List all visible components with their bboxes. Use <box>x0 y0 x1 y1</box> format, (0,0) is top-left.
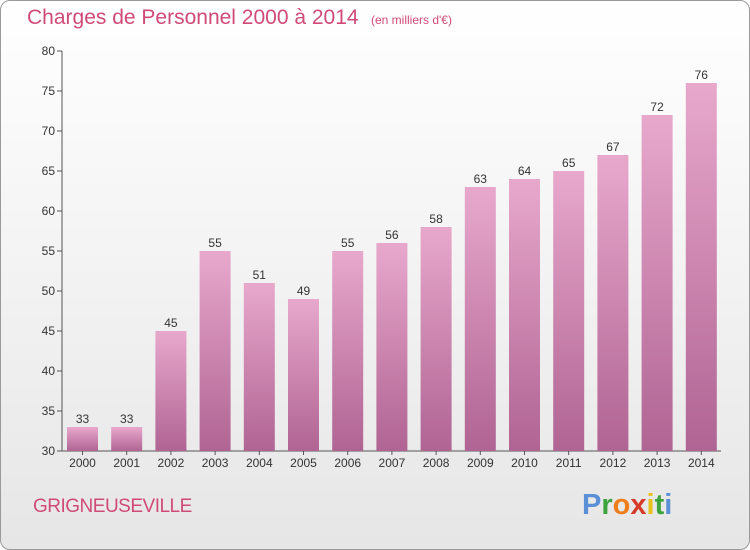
y-tick-label: 50 <box>42 284 56 298</box>
value-label: 76 <box>695 68 709 82</box>
x-tick-label: 2011 <box>556 456 582 470</box>
value-label: 64 <box>518 164 532 178</box>
x-tick-label: 2005 <box>290 456 317 470</box>
bar-2004 <box>243 283 275 451</box>
bar-2002 <box>155 331 187 451</box>
value-label: 33 <box>120 412 134 426</box>
y-tick-label: 40 <box>42 364 56 378</box>
value-label: 33 <box>76 412 90 426</box>
chart-subtitle: (en milliers d'€) <box>371 13 452 27</box>
bars <box>67 83 717 451</box>
bar-2008 <box>420 227 452 451</box>
bar-2012 <box>597 155 629 451</box>
bar-2003 <box>199 251 231 451</box>
bar-2014 <box>685 83 717 451</box>
proxiti-logo: Proxiti <box>582 489 673 521</box>
x-tick-label: 2012 <box>600 456 627 470</box>
bar-2009 <box>464 187 496 451</box>
x-tick-label: 2008 <box>423 456 450 470</box>
y-tick-label: 60 <box>42 204 56 218</box>
x-tick-label: 2004 <box>246 456 273 470</box>
bar-2001 <box>111 427 143 451</box>
bar-2005 <box>288 299 319 451</box>
value-label: 45 <box>164 316 178 330</box>
y-tick-label: 35 <box>42 404 56 418</box>
x-tick-label: 2007 <box>379 456 406 470</box>
y-tick-label: 80 <box>42 44 56 58</box>
y-tick-label: 75 <box>42 84 56 98</box>
value-label: 72 <box>650 100 664 114</box>
x-tick-label: 2001 <box>113 456 140 470</box>
commune-name: GRIGNEUSEVILLE <box>33 496 192 517</box>
x-tick-label: 2009 <box>467 456 494 470</box>
x-tick-label: 2014 <box>688 456 715 470</box>
value-label: 55 <box>341 236 355 250</box>
y-tick-label: 55 <box>42 244 56 258</box>
y-tick-label: 70 <box>42 124 56 138</box>
value-label: 51 <box>253 268 267 282</box>
value-label: 65 <box>562 156 576 170</box>
x-tick-label: 2003 <box>202 456 229 470</box>
chart-title: Charges de Personnel 2000 à 2014 <box>27 6 359 29</box>
x-tick-label: 2013 <box>644 456 671 470</box>
value-label: 55 <box>208 236 222 250</box>
bar-2000 <box>67 427 98 451</box>
value-label: 49 <box>297 284 311 298</box>
bar-2010 <box>509 179 540 451</box>
labels: 33 2000 33 2001 45 2002 55 2003 51 2004 49 2005 55 20… <box>69 68 715 470</box>
y-tick-label: 30 <box>42 444 56 458</box>
x-tick-label: 2010 <box>511 456 538 470</box>
bar-2007 <box>376 243 408 451</box>
x-tick-label: 2002 <box>158 456 185 470</box>
y-tick-label: 65 <box>42 164 56 178</box>
bar-2006 <box>332 251 364 451</box>
bar-2011 <box>553 171 585 451</box>
y-tick-label: 45 <box>42 324 56 338</box>
value-label: 63 <box>474 172 488 186</box>
value-label: 56 <box>385 228 399 242</box>
bar-2013 <box>641 115 673 451</box>
x-tick-label: 2000 <box>69 456 96 470</box>
value-label: 58 <box>429 212 443 226</box>
value-label: 67 <box>606 140 620 154</box>
x-tick-label: 2006 <box>334 456 361 470</box>
